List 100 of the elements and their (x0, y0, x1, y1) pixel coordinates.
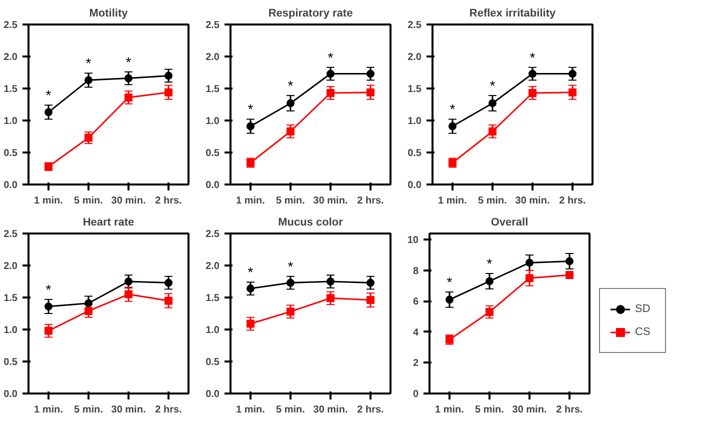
y-tick-label: 0.5 (408, 148, 422, 159)
point (286, 99, 294, 108)
point (286, 127, 294, 136)
y-tick-label: 2.0 (408, 52, 422, 63)
point (124, 290, 132, 298)
annotation: * (446, 274, 453, 290)
point (286, 308, 294, 316)
annotation: * (288, 258, 294, 274)
y-tick-label: 2.5 (206, 20, 220, 31)
chart-title: Heart rate (82, 216, 134, 228)
y-tick-label: 4 (412, 327, 419, 338)
point (568, 70, 576, 78)
y-tick-label: 0.5 (4, 148, 18, 159)
legend-label: CS (635, 326, 652, 338)
annotation: * (126, 54, 132, 70)
point (124, 93, 132, 102)
x-tick-label: 5 min. (74, 404, 104, 416)
point (124, 278, 132, 286)
point (566, 271, 574, 280)
point (526, 258, 534, 267)
point (366, 88, 374, 96)
point (84, 134, 92, 142)
y-tick-label: 0.5 (206, 148, 220, 159)
x-tick-label: 2 hrs. (559, 196, 586, 206)
y-tick-label: 10 (407, 235, 419, 246)
x-tick-label: 1 min. (438, 196, 468, 206)
annotation: * (450, 101, 456, 118)
x-tick-label: 1 min. (34, 196, 64, 206)
point (488, 127, 496, 136)
point (366, 296, 374, 304)
y-tick-label: 2.5 (4, 20, 18, 31)
x-tick-label: 5 min. (276, 196, 306, 206)
y-tick-label: 1.0 (408, 116, 422, 127)
chart-title: Overall (490, 216, 528, 228)
point (124, 74, 132, 82)
point (84, 299, 92, 308)
x-tick-label: 2 hrs. (155, 196, 182, 206)
y-tick-label: 8 (412, 266, 419, 277)
x-tick-label: 2 hrs. (155, 404, 182, 416)
chart-title: Reflex irritability (469, 8, 556, 20)
y-tick-label: 1.5 (408, 84, 422, 95)
y-tick-label: 2.0 (206, 52, 220, 63)
point (528, 70, 536, 78)
y-tick-label: 1.5 (4, 293, 18, 304)
x-tick-label: 2 hrs. (357, 196, 384, 206)
y-tick-label: 0 (412, 389, 419, 400)
point (366, 278, 374, 287)
point (528, 88, 536, 97)
x-tick-label: 2 hrs. (357, 404, 384, 416)
y-tick-label: 0.5 (4, 357, 18, 368)
point (486, 308, 494, 316)
y-tick-label: 0.0 (206, 389, 220, 400)
annotation: * (248, 264, 254, 280)
annotation: * (86, 55, 92, 72)
annotation: * (288, 78, 294, 94)
x-tick-label: 1 min. (236, 404, 266, 416)
y-tick-label: 1.0 (4, 116, 18, 127)
y-tick-label: 6 (412, 296, 419, 308)
point (246, 122, 254, 130)
y-tick-label: 2.0 (4, 52, 18, 63)
y-tick-label: 1.0 (206, 325, 220, 336)
y-tick-label: 1.0 (206, 116, 220, 127)
annotation: * (46, 87, 52, 104)
point (164, 88, 172, 96)
y-tick-label: 2.0 (206, 261, 220, 272)
point (326, 88, 334, 97)
x-tick-label: 1 min. (236, 196, 266, 206)
point (84, 76, 92, 84)
annotation: * (490, 78, 496, 94)
point (568, 88, 576, 96)
point (446, 296, 454, 304)
y-tick-label: 0.0 (4, 180, 18, 191)
x-tick-label: 5 min. (475, 404, 504, 416)
y-tick-label: 2.0 (4, 261, 18, 272)
point (488, 99, 496, 108)
point (326, 278, 334, 286)
x-tick-label: 5 min. (478, 196, 508, 206)
annotation: * (248, 101, 254, 118)
y-tick-label: 2.5 (408, 20, 422, 31)
point (164, 296, 172, 305)
point (366, 70, 374, 78)
point (246, 320, 254, 328)
chart-title: Mucus color (278, 216, 344, 228)
y-tick-label: 0.0 (4, 389, 18, 400)
x-tick-label: 30 min. (313, 196, 348, 206)
point (486, 277, 494, 286)
x-tick-label: 5 min. (74, 196, 104, 206)
y-tick-label: 0.5 (206, 357, 220, 368)
point (164, 72, 172, 80)
chart-title: Respiratory rate (268, 8, 353, 20)
point (44, 108, 52, 116)
y-tick-label: 2.5 (206, 229, 220, 240)
y-tick-label: 1.5 (4, 84, 18, 95)
annotation: * (328, 49, 334, 66)
point (164, 278, 172, 287)
x-tick-label: 30 min. (111, 196, 146, 206)
x-tick-label: 30 min. (313, 404, 348, 416)
y-tick-label: 2.5 (4, 229, 18, 240)
chart-title: Motility (89, 8, 129, 20)
point (44, 302, 52, 310)
